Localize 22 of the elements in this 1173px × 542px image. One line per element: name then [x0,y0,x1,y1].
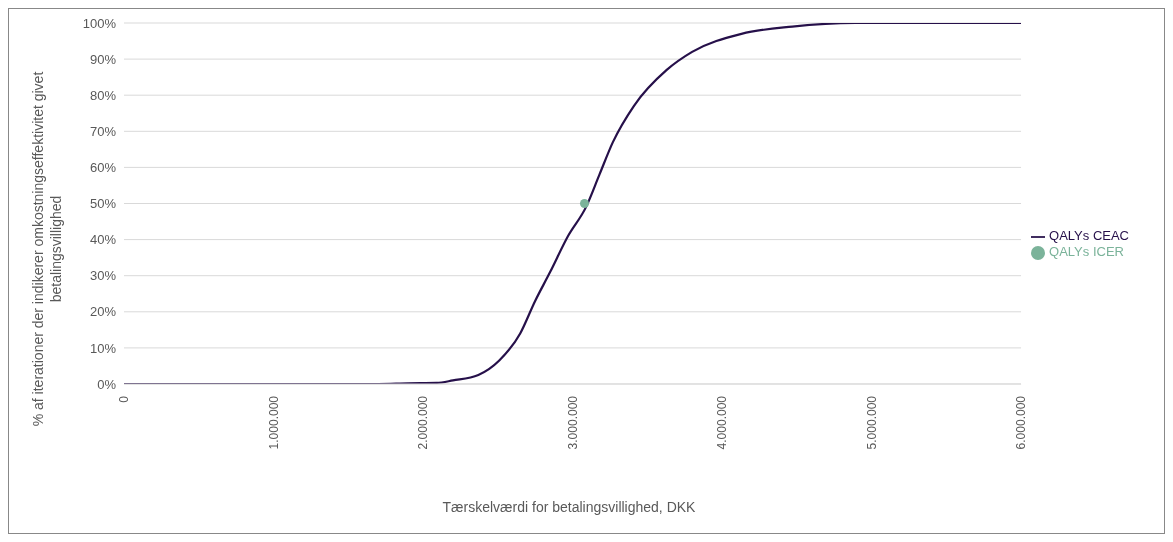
x-tick-label: 2.000.000 [416,395,431,450]
y-tick-label: 0% [97,376,117,392]
legend-label: QALYs CEAC [1049,228,1129,244]
y-axis-title: % af iterationer der indikerer omkostningseffektivitet givet betalingsvillighed [29,70,65,429]
x-tick-label: 6.000.000 [1014,395,1029,450]
y-tick-label: 50% [89,196,117,212]
x-tick-label: 5.000.000 [864,395,879,450]
y-tick-label: 30% [89,268,117,284]
x-tick-label: 0 [117,395,131,403]
y-tick-label: 100% [82,15,117,31]
y-tick-label: 40% [89,232,117,248]
legend-label: QALYs ICER [1049,244,1124,259]
x-tick-label: 4.000.000 [715,395,730,450]
y-tick-label: 70% [89,123,117,139]
y-tick-label: 10% [89,340,117,356]
y-tick-label: 20% [89,304,117,320]
x-tick-label: 3.000.000 [565,395,580,450]
y-tick-label: 60% [89,160,117,176]
x-axis-title: Tærskelværdi for betalingsvillighed, DKK [441,499,697,515]
y-tick-label: 80% [89,87,117,103]
y-tick-label: 90% [89,51,117,67]
x-tick-label: 1.000.000 [266,395,281,450]
